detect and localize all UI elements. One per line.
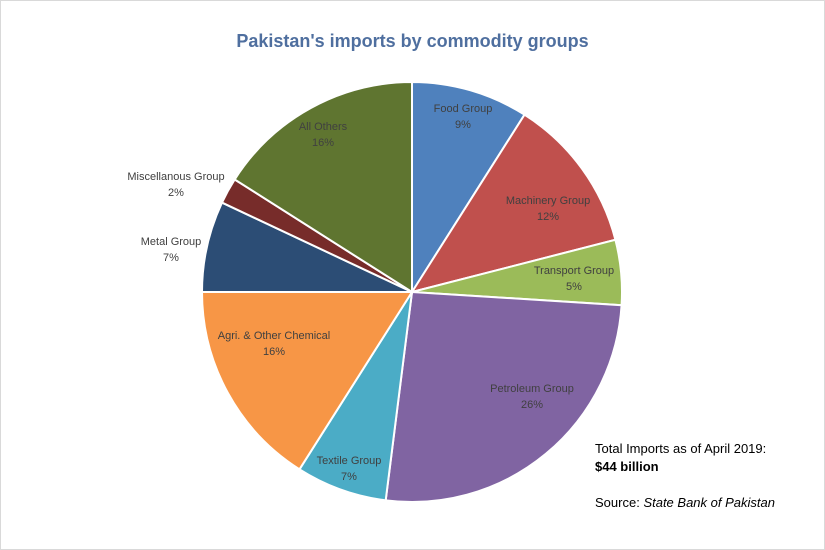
source-line: Source: State Bank of Pakistan [595,494,775,512]
slice-value-transport-group: 5% [566,281,582,293]
slice-value-miscellanous-group: 2% [168,187,184,199]
slice-label-machinery-group: Machinery Group [506,195,590,207]
total-imports-note: Total Imports as of April 2019: $44 bill… [595,440,775,512]
slice-value-metal-group: 7% [163,252,179,264]
slice-value-textile-group: 7% [341,471,357,483]
pie-slice-agri-other-chemical [200,291,414,471]
slice-value-agri-other-chemical: 16% [263,346,285,358]
source-name: State Bank of Pakistan [643,495,775,510]
slice-label-metal-group: Metal Group [141,236,202,248]
slice-label-petroleum-group: Petroleum Group [490,383,574,395]
chart-title: Pakistan's imports by commodity groups [236,31,589,51]
total-imports-label: Total Imports as of April 2019: [595,441,767,456]
slice-label-textile-group: Textile Group [317,455,382,467]
slice-label-food-group: Food Group [434,103,493,115]
pie-slice-food-group [411,80,526,296]
slice-label-agri-other-chemical: Agri. & Other Chemical [218,330,330,342]
slice-label-miscellanous-group: Miscellanous Group [127,171,224,183]
slice-value-all-others: 16% [312,137,334,149]
slice-label-all-others: All Others [299,121,348,133]
slice-value-petroleum-group: 26% [521,399,543,411]
source-label: Source: [595,495,640,510]
slice-label-transport-group: Transport Group [534,265,614,277]
slice-value-food-group: 9% [455,119,471,131]
pie-slices [200,80,623,503]
pie-labels: Food Group 9% Machinery Group 12% Transport … [127,103,614,483]
total-imports-value: $44 billion [595,459,659,474]
pie-slice-machinery-group [409,113,617,294]
pie-slice-all-others [233,80,413,294]
slice-value-machinery-group: 12% [537,211,559,223]
pie-slice-petroleum-group [384,290,623,503]
